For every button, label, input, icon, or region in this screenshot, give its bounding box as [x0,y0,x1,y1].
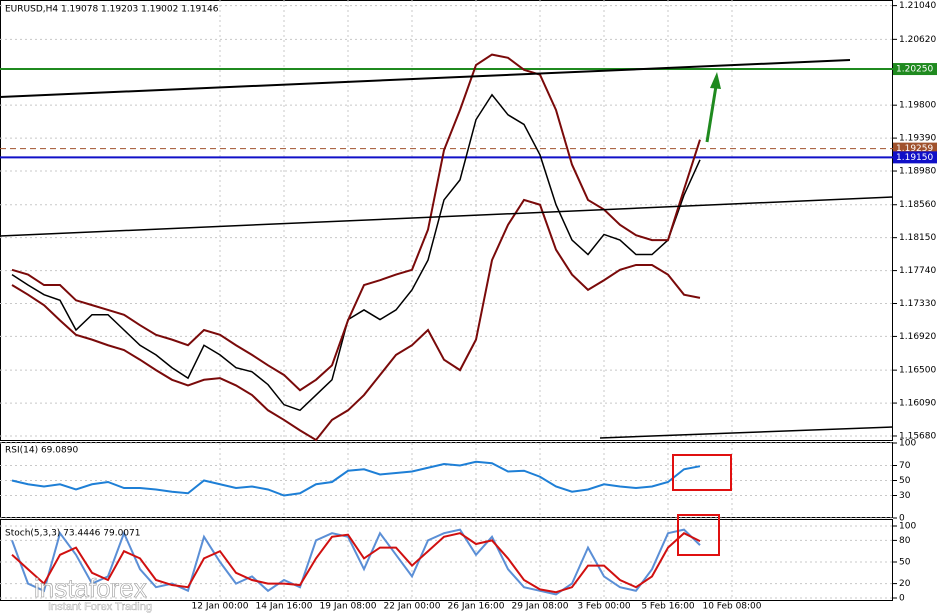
y-tick-label: 1.18150 [899,233,936,243]
x-tick-label: 10 Feb 08:00 [702,602,761,612]
y-tick-label: 100 [899,522,916,532]
x-tick-label: 26 Jan 16:00 [448,602,505,612]
y-tick-label: 1.15680 [899,431,936,441]
y-tick-label: 1.17740 [899,266,936,276]
x-tick-label: 3 Feb 00:00 [577,602,631,612]
forecast-arrow [705,85,718,143]
main-panel [0,0,893,441]
series-line [11,53,701,392]
y-tick-label: 0 [899,514,905,524]
y-tick-label: 100 [899,439,916,449]
y-tick-label: 1.16920 [899,332,936,342]
y-tick-label: 1.16500 [899,366,936,376]
series-line [11,198,701,442]
x-tick-label: 12 Jan 00:00 [192,602,249,612]
y-tick-label: 50 [899,558,911,568]
level-label-bg [893,151,937,164]
series-line [11,532,701,594]
y-tick-label: 1.20620 [899,35,936,45]
level-label: 1.19150 [896,153,933,163]
y-tick-label: 80 [899,536,911,546]
series-line [11,93,701,412]
x-tick-label: 22 Jan 00:00 [384,602,441,612]
y-tick-label: 1.19390 [899,134,936,144]
y-tick-label: 70 [899,461,911,471]
series-line [11,460,701,497]
y-tick-label: 1.18980 [899,167,936,177]
trend-line [0,59,851,98]
trend-line [0,196,894,237]
x-tick-label: 14 Jan 16:00 [256,602,313,612]
watermark-brand: instaforex [34,573,147,603]
highlight-box [672,454,732,491]
series-line [11,528,701,596]
panel-title: RSI(14) 69.0890 [5,446,78,456]
y-tick-label: 1.18560 [899,200,936,210]
y-tick-label: 1.16090 [899,399,936,409]
forecast-arrowhead [710,72,721,89]
y-tick-label: 30 [899,491,911,501]
x-tick-label: 19 Jan 08:00 [320,602,377,612]
y-tick-label: 50 [899,476,911,486]
x-tick-label: 29 Jan 08:00 [512,602,569,612]
y-tick-label: 1.19800 [899,101,936,111]
y-tick-label: 1.21040 [899,1,936,11]
stoch-panel [0,519,893,601]
y-tick-label: 20 [899,579,911,589]
level-label-bg [893,63,937,76]
panel-title: Stoch(5,3,3) 73.4446 79.0071 [5,529,140,539]
level-label: 1.19259 [896,144,933,154]
panel-title: EURUSD,H4 1.19078 1.19203 1.19002 1.1914… [5,5,219,15]
y-tick-label: 1.17330 [899,299,936,309]
highlight-box [677,514,720,556]
y-tick-label: 0 [899,594,905,604]
level-label: 1.20250 [896,65,933,75]
x-tick-label: 5 Feb 16:00 [641,602,695,612]
watermark-tagline: Instant Forex Trading [48,601,152,613]
trend-line [599,426,894,439]
